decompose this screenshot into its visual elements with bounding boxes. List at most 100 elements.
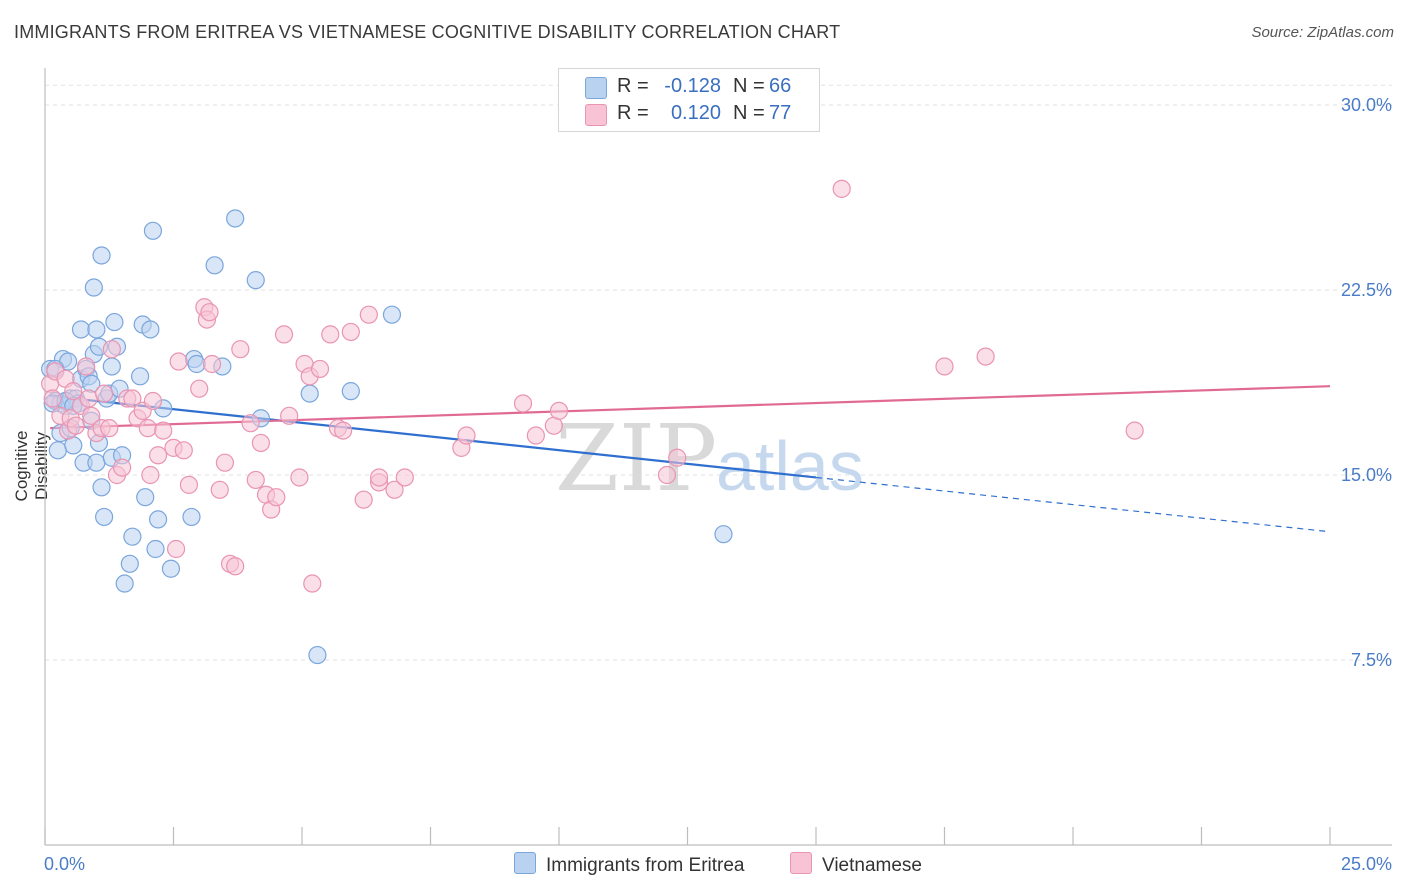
vietnamese-point	[370, 468, 389, 487]
vietnamese-point	[141, 465, 160, 485]
axes	[44, 68, 1392, 846]
legend-r-label: R =	[617, 102, 649, 124]
eritrea-point	[95, 507, 114, 527]
vietnamese-point	[112, 458, 132, 477]
eritrea-point	[308, 645, 327, 665]
vietnamese-point	[385, 480, 404, 499]
legend-r-value-vietnamese: 0.120	[670, 102, 721, 124]
eritrea-point	[84, 278, 103, 297]
vietnamese-point	[549, 401, 569, 420]
vietnamese-point	[457, 426, 476, 445]
vietnamese-point	[100, 419, 119, 438]
vietnamese-point	[143, 391, 163, 411]
vietnamese-point	[280, 406, 299, 425]
vietnamese-point	[202, 354, 222, 374]
eritrea-point	[205, 256, 224, 275]
eritrea-point	[141, 320, 160, 339]
legend-n-label: N =	[733, 75, 765, 97]
vietnamese-point	[251, 433, 270, 453]
vietnamese-point	[179, 475, 199, 494]
eritrea-point	[382, 305, 402, 324]
vietnamese-point	[526, 426, 545, 445]
vietnamese-point	[668, 448, 687, 467]
eritrea-trend-line	[50, 394, 817, 479]
legend-swatch-vietnamese	[585, 104, 607, 126]
eritrea-point	[92, 246, 111, 265]
data-points	[41, 179, 1144, 665]
vietnamese-point	[267, 488, 286, 507]
vietnamese-point	[215, 453, 234, 472]
vietnamese-point	[274, 325, 294, 344]
eritrea-point	[87, 320, 106, 339]
eritrea-point	[187, 354, 206, 374]
vietnamese-point	[303, 574, 322, 593]
bottom-legend-vietnamese[interactable]: Vietnamese	[790, 852, 922, 877]
vietnamese-point	[174, 441, 193, 460]
legend-r-value-eritrea: -0.128	[664, 75, 721, 97]
vietnamese-point	[976, 347, 995, 366]
eritrea-point	[300, 384, 319, 403]
vietnamese-point	[321, 325, 340, 344]
vietnamese-point	[190, 379, 209, 398]
eritrea-point	[148, 510, 168, 529]
y-tick-label: 7.5%	[1351, 650, 1392, 670]
legend-r-label: R =	[617, 75, 649, 97]
vietnamese-point	[200, 303, 219, 322]
vietnamese-point	[102, 340, 121, 359]
vietnamese-point	[43, 389, 62, 408]
vietnamese-point	[1125, 421, 1144, 440]
legend-n-value-eritrea: 66	[769, 75, 792, 97]
vietnamese-point	[138, 419, 157, 438]
vietnamese-point	[290, 468, 309, 487]
x-tick-label: 25.0%	[1341, 854, 1392, 874]
vietnamese-point	[657, 465, 677, 485]
y-tick-label: 15.0%	[1341, 465, 1392, 485]
eritrea-point	[246, 271, 265, 290]
eritrea-point	[105, 312, 124, 332]
eritrea-point	[130, 367, 150, 386]
eritrea-point	[87, 453, 106, 472]
legend-swatch-eritrea	[585, 77, 607, 99]
eritrea-point	[226, 209, 245, 228]
vietnamese-point	[395, 468, 414, 487]
bottom-legend-label-vietnamese: Vietnamese	[822, 855, 922, 876]
source-credit: Source: ZipAtlas.com	[1251, 24, 1394, 41]
vietnamese-point	[341, 322, 360, 342]
vietnamese-point	[359, 305, 378, 324]
vietnamese-point	[935, 357, 954, 376]
eritrea-point	[161, 559, 181, 578]
watermark: ZIP atlas	[555, 405, 864, 512]
vietnamese-point	[226, 557, 245, 576]
vietnamese-point	[231, 340, 250, 359]
eritrea-point	[48, 441, 67, 460]
vietnamese-point	[210, 480, 229, 499]
bottom-legend-swatch-vietnamese	[790, 852, 812, 874]
eritrea-point	[120, 554, 139, 573]
legend-n-value-vietnamese: 77	[769, 102, 792, 124]
eritrea-point	[714, 525, 733, 544]
bottom-legend-swatch-eritrea	[514, 852, 536, 874]
vietnamese-point	[66, 416, 85, 435]
vietnamese-point	[513, 394, 533, 413]
tick-labels: 7.5% 15.0% 22.5% 30.0% 0.0% 25.0%	[44, 95, 1392, 874]
vietnamese-point	[64, 382, 83, 401]
vietnamese-point	[95, 384, 114, 403]
bottom-legend-eritrea[interactable]: Immigrants from Eritrea	[514, 852, 744, 877]
eritrea-point	[146, 539, 165, 559]
x-tick-label: 0.0%	[44, 854, 85, 874]
legend-n-label: N =	[733, 102, 765, 124]
y-tick-label: 30.0%	[1341, 95, 1392, 115]
bottom-legend-label-eritrea: Immigrants from Eritrea	[546, 855, 745, 876]
eritrea-point	[115, 574, 134, 593]
eritrea-point	[182, 507, 201, 527]
vietnamese-point	[169, 352, 188, 371]
vietnamese-point	[334, 421, 353, 440]
eritrea-trend-extension	[815, 476, 1331, 533]
watermark-atlas: atlas	[716, 427, 864, 505]
gridlines	[45, 84, 1392, 661]
eritrea-point	[102, 357, 121, 376]
chart-title: IMMIGRANTS FROM ERITREA VS VIETNAMESE CO…	[14, 22, 841, 42]
eritrea-point	[143, 221, 163, 240]
vietnamese-point	[154, 421, 173, 440]
